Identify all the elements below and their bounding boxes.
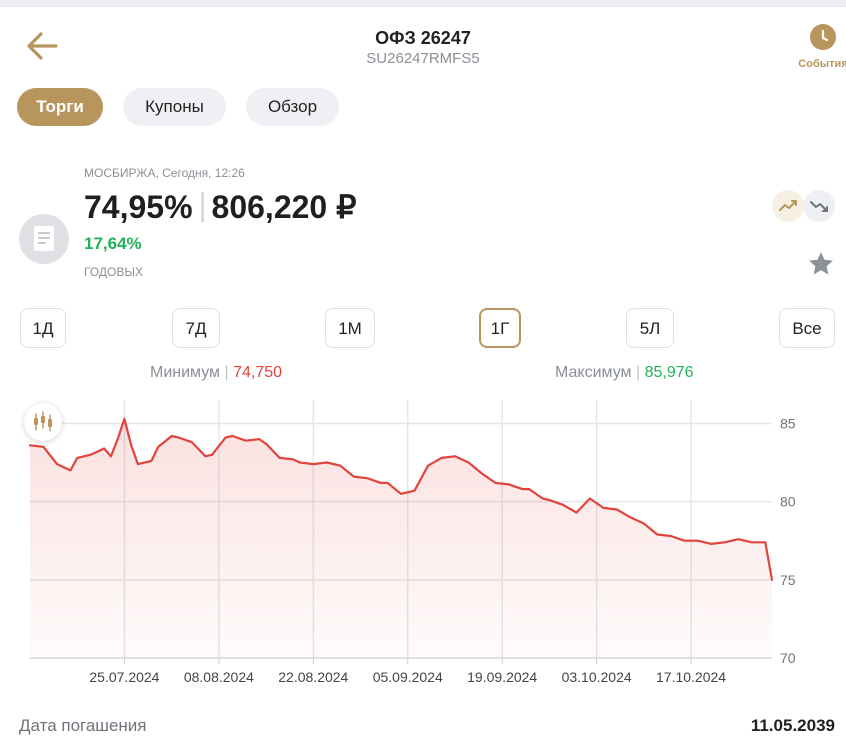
chart-down-toggle-button[interactable]	[803, 190, 835, 222]
back-button[interactable]	[24, 30, 60, 62]
yield-label: ГОДОВЫХ	[84, 265, 143, 279]
clock-icon	[810, 24, 836, 50]
favorite-button[interactable]	[806, 249, 836, 284]
minimum-value: 74,750	[233, 364, 283, 381]
star-icon	[809, 252, 833, 275]
price-series-line	[28, 417, 774, 581]
arrow-left-icon	[27, 32, 58, 60]
x-tick-label: 05.09.2024	[373, 669, 443, 685]
period-1y[interactable]: 1Г	[479, 308, 521, 348]
period-1d[interactable]: 1Д	[20, 308, 66, 348]
candlestick-icon	[34, 411, 52, 432]
exchange-timestamp: МОСБИРЖА, Сегодня, 12:26	[84, 166, 245, 180]
maximum-value: 85,976	[644, 364, 694, 381]
minimum-label: Минимум	[150, 364, 221, 381]
maturity-value: 11.05.2039	[750, 716, 835, 735]
page-title: ОФЗ 26247	[375, 28, 471, 48]
candlestick-toggle-button[interactable]	[24, 403, 62, 441]
x-tick-label: 08.08.2024	[184, 669, 254, 685]
maturity-row: Дата погашения 11.05.2039	[19, 716, 835, 736]
y-tick-label: 85	[780, 415, 796, 431]
period-7d[interactable]: 7Д	[172, 308, 220, 348]
trend-up-icon	[779, 200, 797, 211]
period-5y[interactable]: 5Л	[626, 308, 674, 348]
maximum-divider: |	[635, 364, 641, 381]
tab-coupons[interactable]: Купоны	[123, 88, 226, 126]
maximum-stat: Максимум | 85,976	[555, 364, 694, 382]
tab-overview[interactable]: Обзор	[246, 88, 339, 126]
y-tick-label: 75	[780, 572, 796, 588]
events-button[interactable]: События	[794, 24, 846, 70]
x-tick-label: 19.09.2024	[467, 669, 537, 685]
price-percent: 74,95%	[84, 189, 193, 225]
yield-value: 17,64%	[84, 234, 142, 253]
price-row: 74,95% 806,220 ₽	[84, 188, 356, 226]
minimum-stat: Минимум | 74,750	[150, 364, 282, 382]
bond-document-icon	[19, 214, 69, 264]
maximum-label: Максимум	[555, 364, 632, 381]
chart-up-toggle-button[interactable]	[772, 190, 804, 222]
price-rub: 806,220 ₽	[211, 189, 357, 225]
page-subtitle: SU26247RMFS5	[366, 50, 480, 67]
y-tick-label: 80	[780, 494, 796, 510]
trend-down-icon	[810, 201, 828, 212]
x-tick-label: 25.07.2024	[89, 669, 159, 685]
top-strip	[0, 0, 846, 7]
maturity-label: Дата погашения	[19, 716, 147, 735]
minimum-divider: |	[224, 364, 229, 381]
events-label: События	[798, 58, 846, 70]
price-divider	[200, 192, 204, 222]
price-chart[interactable]: 70 75 80 85 25.07.2024 08.08.2024 22.08.2024 0…	[0, 396, 846, 692]
price-area	[30, 418, 772, 658]
period-1m[interactable]: 1М	[325, 308, 375, 348]
x-tick-label: 22.08.2024	[278, 669, 348, 685]
x-tick-label: 03.10.2024	[562, 669, 632, 685]
y-tick-label: 70	[780, 650, 796, 666]
period-all[interactable]: Все	[779, 308, 835, 348]
tab-trading[interactable]: Торги	[17, 88, 103, 126]
x-tick-label: 17.10.2024	[656, 669, 726, 685]
